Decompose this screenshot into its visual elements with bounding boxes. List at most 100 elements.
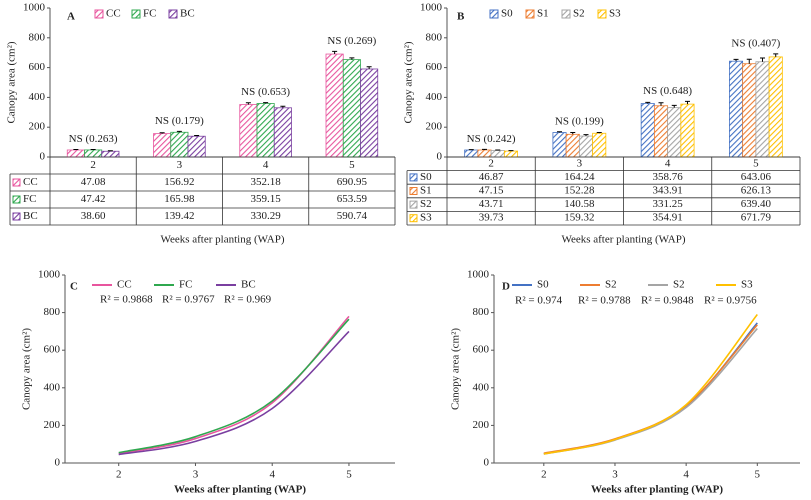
y-tick-label: 200 — [473, 419, 490, 431]
significance-label: NS (0.648) — [643, 85, 692, 97]
panel-label: D — [502, 281, 510, 293]
x-tick-label: 5 — [755, 469, 761, 481]
error-bar — [658, 102, 664, 106]
table-swatch — [12, 212, 21, 221]
error-bar — [583, 134, 589, 137]
table-row-header: S2 — [420, 198, 432, 210]
legend-swatch — [168, 9, 178, 19]
x-axis-label: Weeks after planting (WAP) — [561, 234, 685, 246]
bar — [653, 105, 669, 158]
y-axis-label: Canopy area (cm²) — [450, 328, 462, 410]
x-axis-label: Weeks after planting (WAP) — [174, 484, 306, 496]
error-bar — [366, 66, 372, 69]
error-bar — [684, 100, 690, 105]
r-squared: R² = 0.9767 — [162, 294, 215, 306]
r-squared: R² = 0.9788 — [578, 295, 631, 307]
table-row-header: CC — [23, 176, 38, 188]
y-tick-label: 600 — [44, 344, 61, 356]
table-row-header: S3 — [420, 212, 432, 224]
table-row-header: S0 — [420, 171, 432, 183]
x-tick-label: 3 — [577, 157, 583, 169]
error-bar — [596, 132, 602, 134]
error-bar — [645, 101, 651, 104]
y-tick-label: 0 — [437, 151, 443, 163]
error-bar — [759, 57, 765, 62]
error-bar — [194, 134, 200, 137]
error-bar — [746, 58, 752, 64]
error-bar — [245, 102, 251, 105]
bar — [680, 103, 695, 158]
y-tick-label: 600 — [29, 61, 46, 73]
y-tick-label: 0 — [40, 151, 46, 163]
panel-label: B — [457, 11, 465, 23]
table-swatch — [409, 187, 418, 195]
x-tick-label: 3 — [612, 469, 618, 481]
y-tick-label: 800 — [426, 31, 443, 43]
y-tick-label: 200 — [44, 419, 61, 431]
y-tick-label: 200 — [29, 121, 46, 133]
bar — [742, 63, 757, 158]
significance-label: NS (0.242) — [467, 133, 516, 145]
legend-label: BC — [241, 279, 256, 291]
x-tick-label: 3 — [177, 159, 183, 171]
error-bar — [280, 105, 286, 108]
y-tick-label: 0 — [484, 457, 490, 469]
x-tick-label: 3 — [193, 469, 199, 481]
bar — [565, 133, 580, 158]
table-row-header: S1 — [420, 185, 432, 197]
legend-label: S0 — [501, 8, 513, 20]
table-cell: 39.73 — [479, 212, 504, 224]
significance-label: NS (0.407) — [731, 37, 780, 49]
x-tick-label: 2 — [541, 469, 547, 481]
panel-label: C — [70, 281, 78, 293]
y-tick-label: 800 — [473, 306, 490, 318]
trend-curve — [543, 328, 758, 455]
significance-label: NS (0.179) — [155, 115, 204, 127]
table-cell: 343.91 — [653, 185, 683, 197]
error-bar — [671, 104, 677, 108]
legend-label: CC — [106, 8, 121, 20]
error-bar — [176, 130, 182, 133]
x-tick-label: 2 — [488, 157, 494, 169]
y-tick-label: 400 — [473, 381, 490, 393]
table-cell: 639.40 — [741, 198, 772, 210]
table-swatch — [409, 173, 418, 182]
error-bar — [263, 102, 269, 104]
trend-curve — [118, 315, 350, 455]
bar — [552, 132, 567, 158]
y-tick-label: 600 — [473, 344, 490, 356]
y-tick-label: 1000 — [420, 2, 443, 14]
y-tick-label: 400 — [29, 91, 46, 103]
legend-label: S0 — [537, 279, 549, 291]
legend-label: S2 — [573, 8, 585, 20]
r-squared: R² = 0.974 — [515, 295, 563, 307]
x-tick-label: 2 — [90, 159, 96, 171]
panel-label: A — [67, 11, 75, 23]
x-tick-label: 4 — [263, 159, 269, 171]
y-tick-label: 0 — [55, 457, 61, 469]
bar — [325, 53, 344, 158]
legend-label: CC — [117, 279, 132, 291]
legend-label: S3 — [609, 8, 621, 20]
x-tick-label: 4 — [665, 157, 671, 169]
error-bar — [482, 148, 488, 150]
table-cell: 359.15 — [251, 193, 282, 205]
y-axis-label: Canopy area (cm²) — [6, 41, 18, 123]
table-cell: 690.95 — [337, 176, 368, 188]
trend-curve — [543, 313, 758, 455]
r-squared: R² = 0.9756 — [704, 295, 757, 307]
legend-label: FC — [143, 8, 156, 20]
table-swatch — [12, 195, 21, 204]
y-tick-label: 400 — [426, 91, 443, 103]
legend-swatch — [561, 9, 571, 19]
trend-curve — [118, 318, 350, 454]
trend-curve — [543, 322, 758, 455]
significance-label: NS (0.199) — [555, 115, 604, 127]
bar — [503, 150, 518, 158]
table-cell: 140.58 — [564, 198, 595, 210]
error-bar — [159, 132, 165, 134]
table-cell: 43.71 — [479, 198, 504, 210]
y-tick-label: 1000 — [38, 269, 61, 281]
r-squared: R² = 0.9868 — [100, 294, 153, 306]
